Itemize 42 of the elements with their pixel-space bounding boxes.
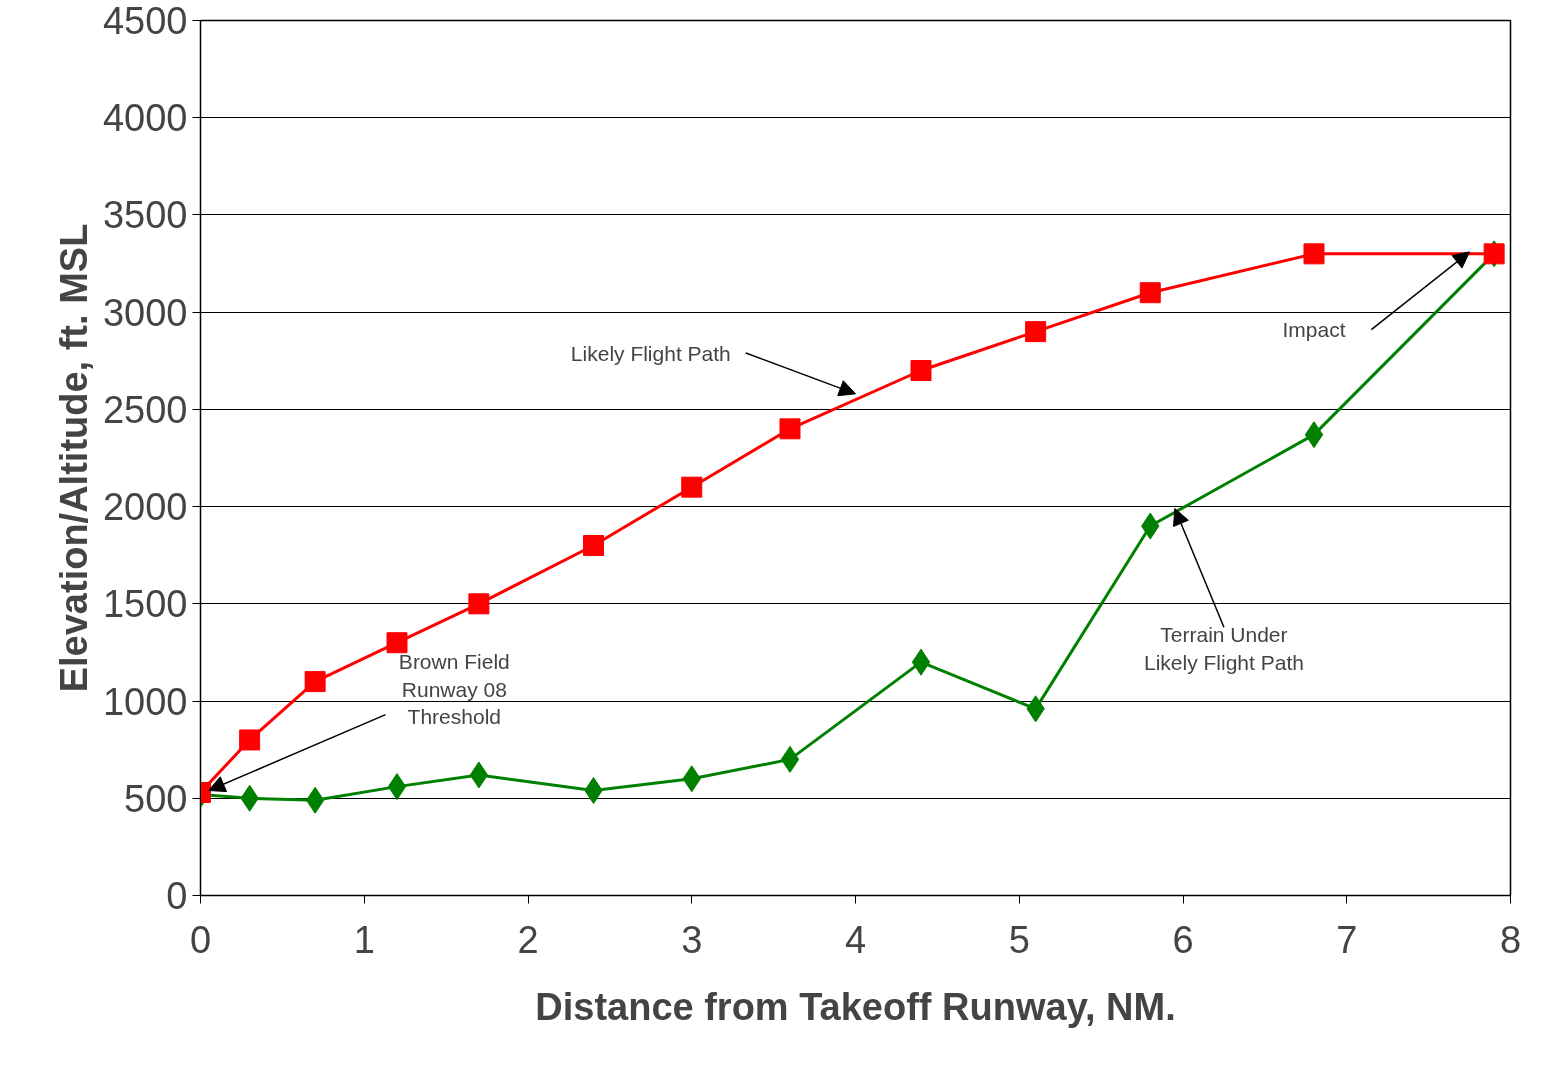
x-tick-label: 4 xyxy=(844,918,867,961)
point xyxy=(911,648,931,676)
point xyxy=(584,777,603,804)
annotation: Impact xyxy=(1282,318,1346,342)
x-tick-label: 6 xyxy=(1172,918,1194,961)
point xyxy=(304,671,326,693)
point xyxy=(583,535,604,556)
point xyxy=(469,761,489,789)
x-tick-label: 5 xyxy=(1008,918,1030,961)
y-tick-label: 4500 xyxy=(102,0,188,42)
y-axis-title: Elevation/Altitude, ft. MSL xyxy=(52,223,95,693)
point xyxy=(779,418,801,440)
y-tick-label: 0 xyxy=(166,875,188,917)
x-tick-label: 3 xyxy=(681,918,703,961)
y-tick-label: 1500 xyxy=(102,583,188,626)
annotation: Brown Field Runway 08 Threshold xyxy=(398,650,510,729)
point xyxy=(386,632,408,654)
point xyxy=(468,593,490,615)
y-tick-label: 3000 xyxy=(102,291,188,334)
y-tick-label: 500 xyxy=(124,777,188,820)
point xyxy=(239,729,261,751)
point xyxy=(305,786,325,814)
point xyxy=(1303,243,1325,265)
point xyxy=(910,360,932,381)
annotation: Terrain Under Likely Flight Path xyxy=(1143,623,1304,674)
point xyxy=(1304,421,1324,449)
y-tick-label: 3500 xyxy=(102,194,188,237)
x-tick-label: 8 xyxy=(1499,918,1522,961)
x-axis-title: Distance from Takeoff Runway, NM. xyxy=(535,985,1176,1028)
y-tick-label: 2500 xyxy=(102,388,188,431)
point xyxy=(1025,321,1047,343)
point xyxy=(387,773,407,801)
x-tick-label: 1 xyxy=(353,918,375,961)
x-tick-label: 2 xyxy=(517,918,539,961)
point xyxy=(1139,282,1161,304)
y-tick-label: 2000 xyxy=(102,486,188,529)
point xyxy=(681,476,703,498)
annotation: Likely Flight Path xyxy=(570,341,731,365)
x-tick-label: 7 xyxy=(1336,918,1358,961)
y-tick-label: 1000 xyxy=(102,680,188,723)
y-tick-label: 4000 xyxy=(102,97,188,140)
point xyxy=(780,745,800,773)
